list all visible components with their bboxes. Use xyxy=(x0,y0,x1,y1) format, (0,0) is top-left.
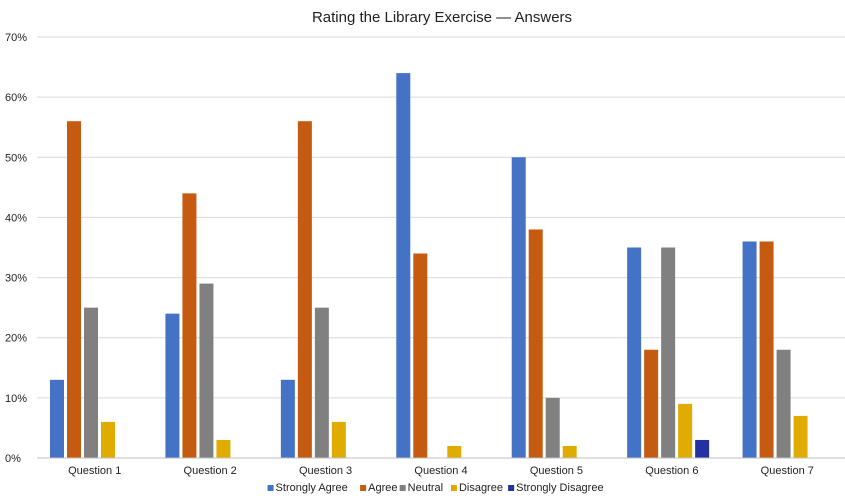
bar-neutral xyxy=(545,397,560,458)
bar-disagree xyxy=(447,445,462,458)
bar-agree xyxy=(182,193,197,458)
bar-strongly-agree xyxy=(165,313,180,458)
legend-swatch xyxy=(508,485,515,491)
y-tick-label: 70% xyxy=(5,32,27,44)
bar-strongly-agree xyxy=(280,379,295,458)
bar-disagree xyxy=(793,415,808,458)
bar-disagree xyxy=(331,421,346,458)
y-tick-label: 20% xyxy=(5,333,27,345)
bar-neutral xyxy=(84,307,98,458)
bar-strongly-disagree xyxy=(695,439,710,458)
bar-strongly-agree xyxy=(742,241,757,458)
bar-agree xyxy=(759,241,774,458)
y-tick-label: 40% xyxy=(5,212,27,224)
x-tick-label: Question 5 xyxy=(530,465,583,477)
bar-neutral xyxy=(661,247,676,458)
legend-label: Agree xyxy=(368,482,397,494)
x-tick-label: Question 7 xyxy=(761,465,814,477)
x-tick-label: Question 2 xyxy=(184,465,237,477)
bar-strongly-agree xyxy=(396,73,411,458)
bar-strongly-agree xyxy=(511,157,526,459)
legend-label: Neutral xyxy=(408,482,443,494)
y-tick-label: 10% xyxy=(5,393,27,405)
bar-agree xyxy=(644,349,659,458)
y-tick-label: 60% xyxy=(5,92,27,104)
bar-neutral xyxy=(199,283,214,458)
x-tick-label: Question 6 xyxy=(645,465,698,477)
bar-neutral xyxy=(776,349,791,458)
y-tick-label: 50% xyxy=(5,152,27,164)
bars xyxy=(50,73,808,459)
bar-neutral xyxy=(314,307,329,458)
bar-disagree xyxy=(101,421,115,458)
legend-swatch xyxy=(267,485,274,491)
legend-swatch xyxy=(360,485,367,491)
y-tick-label: 30% xyxy=(5,273,27,285)
bar-disagree xyxy=(562,445,577,458)
bar-agree xyxy=(528,229,543,458)
legend-swatch xyxy=(450,485,457,491)
legend-label: Strongly Agree xyxy=(276,482,348,494)
bar-strongly-agree xyxy=(627,247,642,458)
x-axis-ticks: Question 1 Question 2 Question 3 Question 4… xyxy=(68,465,814,477)
bar-disagree xyxy=(678,403,693,458)
legend-label: Strongly Disagree xyxy=(516,482,603,494)
bar-agree xyxy=(67,121,81,458)
legend-label: Disagree xyxy=(459,482,503,494)
bar-agree xyxy=(297,121,312,458)
y-axis-ticks: 0% 10% 20% 30% 40% 50% 60% 70% xyxy=(5,32,27,465)
x-tick-label: Question 1 xyxy=(68,465,121,477)
chart-title: Rating the Library Exercise — Answers xyxy=(312,9,572,26)
bar-agree xyxy=(413,253,428,458)
x-tick-label: Question 4 xyxy=(414,465,467,477)
legend: Strongly Agree Agree Neutral Disagree Strong… xyxy=(267,482,604,494)
gridlines xyxy=(37,36,845,399)
bar-strongly-agree xyxy=(50,379,64,458)
y-tick-label: 0% xyxy=(5,453,21,465)
x-tick-label: Question 3 xyxy=(299,465,352,477)
legend-swatch xyxy=(399,485,406,491)
bar-disagree xyxy=(216,439,231,458)
